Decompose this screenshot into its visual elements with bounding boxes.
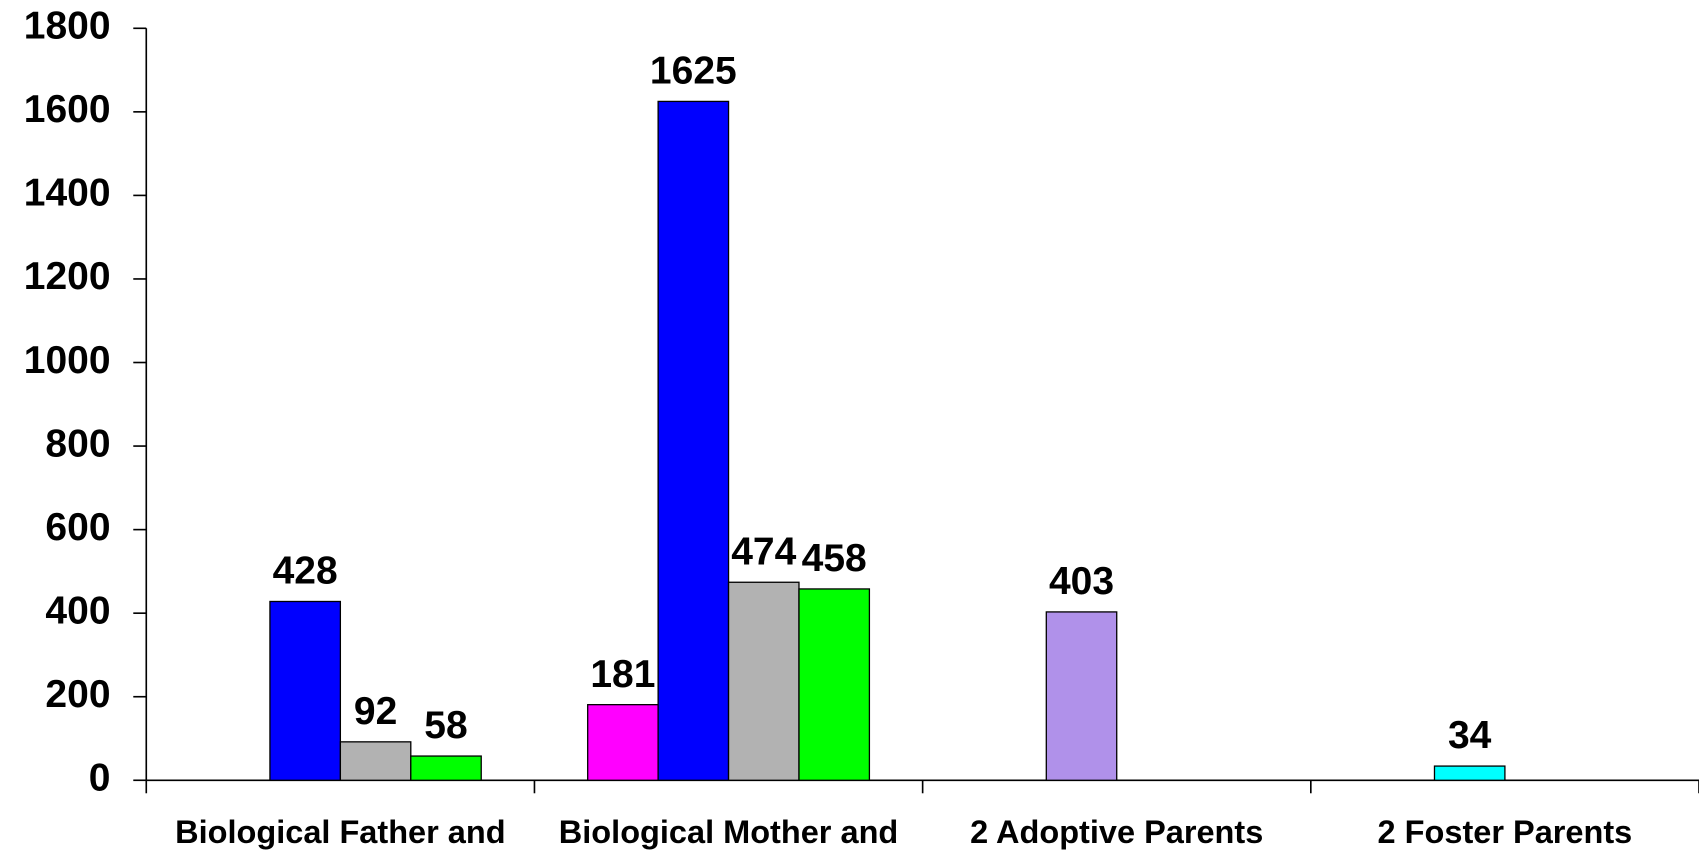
bar	[798, 588, 871, 781]
data-label: 1625	[650, 50, 737, 93]
bar	[1045, 611, 1118, 781]
x-tick-label: Biological Father and	[175, 814, 505, 850]
x-tick-label: 2 Adoptive Parents	[970, 814, 1263, 850]
data-label: 92	[354, 690, 397, 733]
data-label: 181	[590, 653, 655, 696]
data-label: 58	[424, 704, 467, 747]
data-label: 474	[731, 530, 796, 573]
y-tick-label: 200	[45, 673, 110, 716]
x-tick-label: 2 Foster Parents	[1378, 814, 1633, 850]
bar	[410, 755, 482, 781]
bar	[727, 581, 800, 781]
bar	[1433, 765, 1506, 781]
data-label: 403	[1049, 560, 1114, 603]
y-tick-label: 1200	[24, 255, 111, 298]
data-label: 428	[273, 550, 338, 593]
y-tick-label: 0	[89, 757, 111, 800]
y-tick-label: 1000	[24, 339, 111, 382]
y-tick-label: 1800	[24, 5, 111, 48]
bar	[269, 600, 342, 781]
y-tick-label: 400	[45, 589, 110, 632]
data-label: 34	[1448, 714, 1492, 757]
bar	[657, 100, 730, 781]
y-tick-label: 1400	[24, 172, 111, 215]
data-label: 458	[802, 537, 867, 580]
y-tick-label: 600	[45, 506, 110, 549]
y-tick-label: 800	[45, 422, 110, 465]
bar	[587, 704, 659, 781]
x-tick-label: Biological Mother and	[559, 814, 898, 850]
bar	[339, 741, 412, 781]
y-tick-label: 1600	[24, 88, 111, 131]
